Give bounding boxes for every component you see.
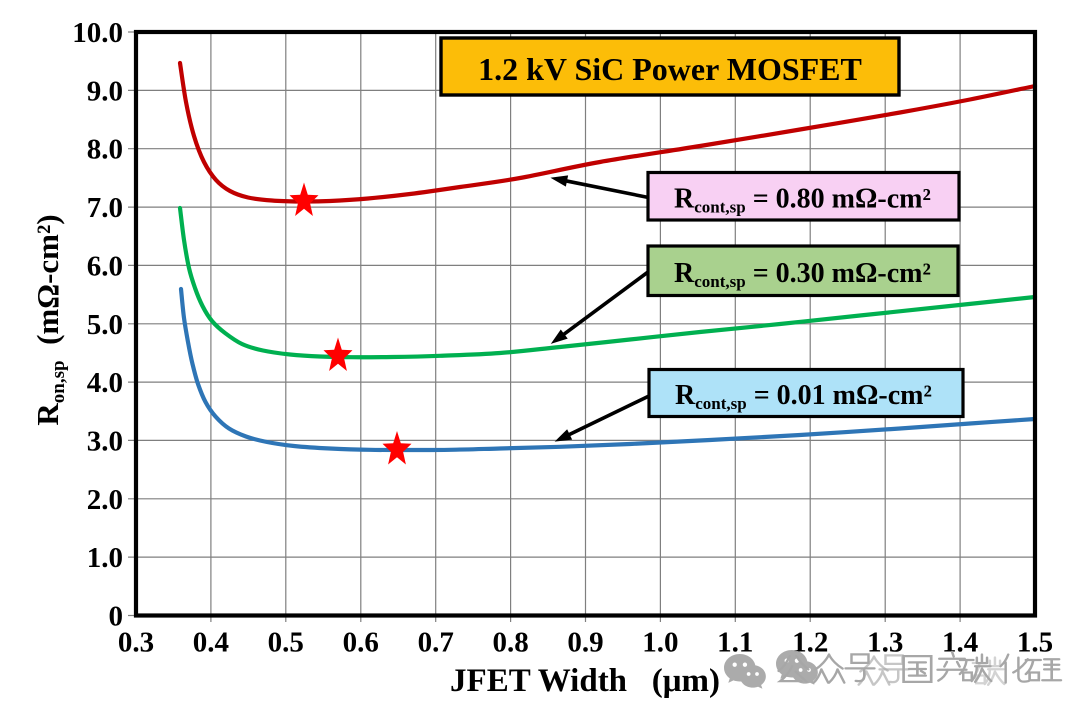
svg-text:0.7: 0.7 — [418, 627, 454, 659]
svg-text:1.0: 1.0 — [642, 627, 678, 659]
svg-text:8.0: 8.0 — [87, 134, 123, 166]
svg-text:0.3: 0.3 — [118, 627, 154, 659]
svg-text:0.8: 0.8 — [492, 627, 528, 659]
svg-text:1.3: 1.3 — [867, 627, 903, 659]
svg-text:1.1: 1.1 — [717, 627, 753, 659]
svg-text:Rcont,sp = 0.01 mΩ-cm²: Rcont,sp = 0.01 mΩ-cm² — [675, 380, 932, 413]
svg-text:9.0: 9.0 — [87, 75, 123, 107]
svg-text:10.0: 10.0 — [72, 17, 123, 49]
svg-text:0.5: 0.5 — [268, 627, 304, 659]
svg-text:0: 0 — [109, 601, 124, 633]
svg-text:2.0: 2.0 — [87, 484, 123, 516]
svg-text:6.0: 6.0 — [87, 250, 123, 282]
svg-text:5.0: 5.0 — [87, 309, 123, 341]
svg-text:1.2 kV SiC Power MOSFET: 1.2 kV SiC Power MOSFET — [478, 51, 862, 87]
svg-text:3.0: 3.0 — [87, 425, 123, 457]
svg-text:4.0: 4.0 — [87, 367, 123, 399]
svg-text:0.4: 0.4 — [193, 627, 229, 659]
svg-text:1.5: 1.5 — [1017, 627, 1053, 659]
svg-text:0.6: 0.6 — [343, 627, 379, 659]
svg-text:JFET Width (μm): JFET Width (μm) — [450, 663, 720, 699]
svg-text:0.9: 0.9 — [567, 627, 603, 659]
svg-text:7.0: 7.0 — [87, 192, 123, 224]
svg-text:1.4: 1.4 — [942, 627, 978, 659]
svg-text:1.0: 1.0 — [87, 542, 123, 574]
